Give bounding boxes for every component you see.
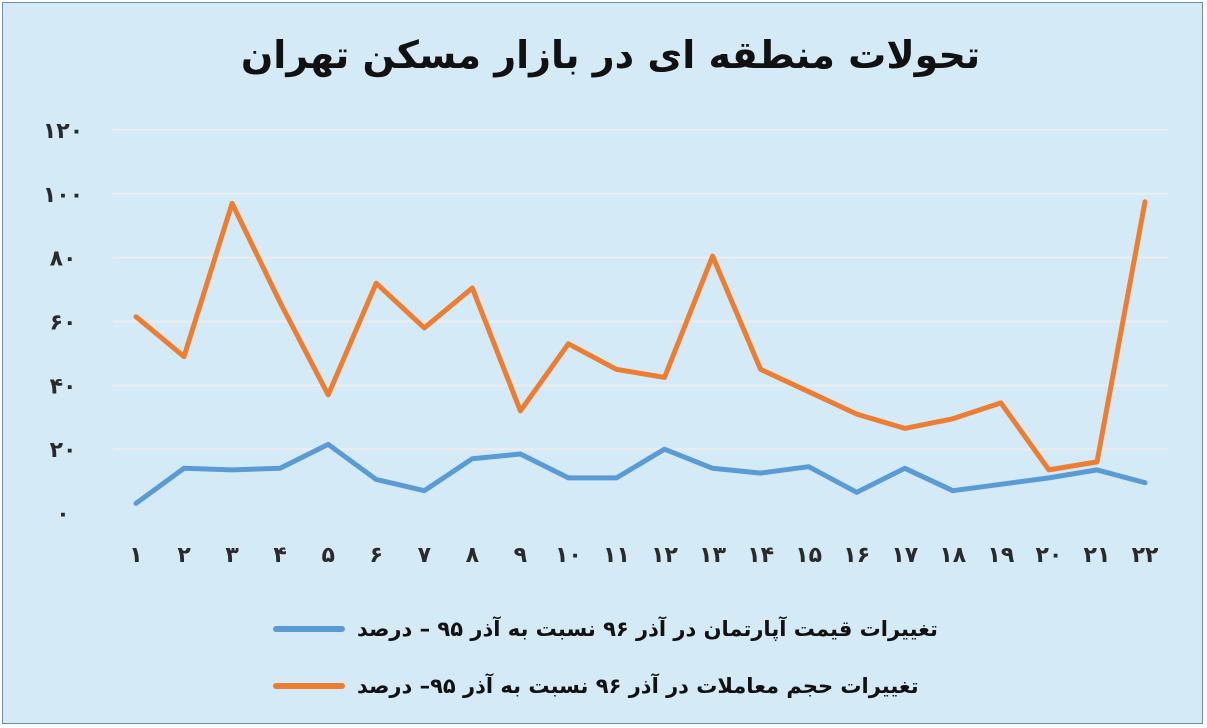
x-tick-label: ۲۱	[1084, 543, 1111, 568]
legend-item-price: تغییرات قیمت آپارتمان در آذر ۹۶ نسبت به …	[273, 614, 938, 644]
y-tick-label: ۰	[56, 502, 69, 527]
x-tick-label: ۱۸	[939, 543, 966, 568]
x-tick-label: ۱۶	[843, 543, 870, 568]
y-tick-label: ۱۲۰	[43, 119, 83, 144]
x-tick-label: ۱	[129, 543, 142, 568]
legend-item-volume: تغییرات حجم معاملات در آذر ۹۶ نسبت به آذ…	[273, 671, 919, 701]
x-tick-label: ۱۴	[747, 543, 774, 568]
x-axis-ticks: ۱ ۲ ۳ ۴ ۵ ۶ ۷ ۸ ۹ ۱۰ ۱۱ ۱۲ ۱۳ ۱۴ ۱۵ ۱۶ ۱۷ ۱۸ ۱۹ ۲۰ ۲۱ ۲۲	[129, 543, 1159, 568]
x-tick-label: ۷	[418, 543, 432, 568]
x-tick-label: ۱۰	[555, 543, 582, 568]
y-tick-label: ۱۰۰	[43, 183, 83, 208]
x-tick-label: ۱۳	[699, 543, 726, 568]
x-tick-label: ۵	[321, 543, 334, 568]
x-tick-label: ۲۰	[1035, 543, 1062, 568]
y-axis-ticks: ۰ ۲۰ ۴۰ ۶۰ ۸۰ ۱۰۰ ۱۲۰	[43, 119, 83, 527]
x-tick-label: ۶	[370, 543, 383, 568]
legend-label-price: تغییرات قیمت آپارتمان در آذر ۹۶ نسبت به …	[357, 617, 938, 641]
y-tick-label: ۶۰	[50, 311, 77, 336]
x-tick-label: ۱۲	[651, 543, 678, 568]
x-tick-label: ۴	[273, 543, 286, 568]
x-tick-label: ۹	[514, 543, 527, 568]
y-tick-label: ۲۰	[50, 438, 77, 463]
legend-label-volume: تغییرات حجم معاملات در آذر ۹۶ نسبت به آذ…	[357, 674, 919, 698]
x-tick-label: ۱۱	[603, 543, 630, 568]
series-line-0	[133, 441, 1148, 506]
y-tick-label: ۸۰	[50, 247, 77, 272]
chart-title: تحولات منطقه ای در بازار مسکن تهران	[240, 33, 981, 77]
x-tick-label: ۲۲	[1132, 543, 1159, 568]
legend-swatch-price	[273, 626, 345, 632]
x-tick-label: ۱۵	[795, 543, 822, 568]
legend-swatch-volume	[273, 683, 345, 689]
x-tick-label: ۱۷	[891, 543, 918, 568]
x-tick-label: ۱۹	[987, 543, 1014, 568]
x-tick-label: ۳	[225, 543, 239, 568]
series-lines	[133, 199, 1148, 506]
x-tick-label: ۲	[177, 543, 191, 568]
series-line-1	[133, 199, 1148, 473]
x-tick-label: ۸	[466, 543, 480, 568]
y-tick-label: ۴۰	[50, 374, 77, 399]
